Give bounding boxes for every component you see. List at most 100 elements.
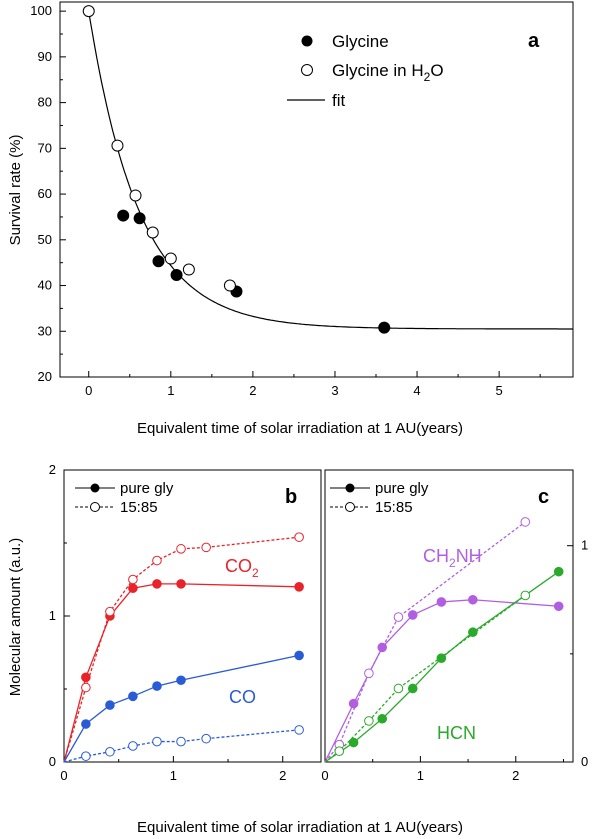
panel-a-xtick-label: 4 — [413, 383, 420, 398]
panel-b-series-point — [81, 719, 91, 729]
glycine-h2o-point — [182, 263, 195, 276]
panel-a-xtick-label: 0 — [85, 383, 92, 398]
panel-b-legend-dashed-label: 15:85 — [120, 499, 158, 516]
panel-c-ticks: 0 1 2 0 1 — [321, 538, 588, 783]
panel-c-series-point — [468, 594, 478, 605]
panel-c-series-point — [436, 653, 447, 663]
panel-a-ytick-label: 80 — [38, 95, 52, 110]
annotation-hcn: HCN — [437, 723, 476, 743]
panel-c-series-point — [348, 698, 359, 709]
panel-a-ytick-label: 60 — [38, 186, 52, 201]
panel-b-series-point — [176, 736, 186, 747]
annotation-co: CO — [229, 687, 256, 707]
glycine-point — [378, 321, 391, 334]
panel-b-legend-solid-marker — [90, 483, 100, 493]
panel-c-ytick-label: 0 — [581, 754, 588, 769]
panel-b: 0 1 2 0 1 2 b pure gly 15:85 CO2 CO Molecular… — [7, 462, 322, 783]
panel-c-series-point — [348, 737, 359, 748]
glycine-point — [133, 212, 146, 225]
annotation-co2: CO2 — [225, 556, 259, 580]
panel-b-series-point — [152, 579, 162, 589]
panel-c-frame — [324, 469, 574, 763]
panel-b-series-point — [81, 751, 91, 761]
panel-c-xtick-label: 2 — [512, 768, 519, 783]
panel-c-series-point — [520, 590, 531, 601]
panel-a-xtick-label: 3 — [331, 383, 338, 398]
panel-a-frame — [59, 1, 574, 378]
panel-b-series-point — [294, 582, 304, 592]
panel-b-series-point — [81, 682, 91, 693]
panel-b-xtick-label: 0 — [60, 768, 67, 783]
panel-a-ytick-label: 20 — [38, 369, 52, 384]
glycine-h2o-point — [82, 5, 95, 18]
panel-a: 0 1 2 3 4 5 20 30 40 50 60 70 80 90 100 a Glycine Glyc… — [7, 1, 574, 437]
panel-c-lines — [324, 517, 564, 763]
panel-a-xlabel: Equivalent time of solar irradiation at … — [137, 420, 463, 437]
panel-b-series-point — [128, 574, 138, 585]
panel-b-xtick-label: 2 — [279, 768, 286, 783]
panel-a-ytick-label: 90 — [38, 49, 52, 64]
panel-c-series-point — [364, 668, 374, 679]
panel-b-series-point — [294, 725, 304, 735]
panel-c-series-point — [334, 746, 345, 756]
annotation-ch2nh: CH2NH — [423, 546, 482, 570]
glycine-point — [152, 255, 165, 268]
panel-b-series-point — [152, 681, 162, 691]
glycine-h2o-point — [164, 252, 177, 265]
panel-c-series-point — [393, 612, 404, 622]
glycine-h2o-point — [129, 189, 142, 202]
panel-c-legend-dashed-label: 15:85 — [375, 499, 413, 516]
panel-c-legend-solid-label: pure gly — [375, 480, 429, 497]
panel-b-ytick-label: 0 — [49, 754, 56, 769]
panel-b-series-line — [63, 583, 300, 763]
panel-c-ytick-label: 1 — [581, 538, 588, 553]
panel-b-series-point — [152, 555, 162, 566]
panel-b-series-point — [128, 691, 138, 702]
panel-c-series-point — [393, 683, 404, 694]
panel-a-ytick-label: 30 — [38, 323, 52, 338]
panel-b-legend-solid-label: pure gly — [120, 480, 174, 497]
panel-c-legend-dashed-marker — [345, 502, 355, 512]
legend-fit-label: fit — [332, 91, 346, 110]
glycine-h2o-point — [223, 279, 236, 292]
panel-b-ticks: 0 1 2 0 1 2 — [49, 462, 287, 783]
panel-b-series-point — [176, 544, 186, 554]
panel-c-series-point — [407, 610, 418, 620]
panel-b-ytick-label: 1 — [49, 608, 56, 623]
panel-b-series-point — [105, 606, 115, 617]
panel-c-series-point — [436, 597, 447, 607]
panel-a-xtick-label: 2 — [249, 383, 256, 398]
panel-a-ytick-label: 40 — [38, 278, 52, 293]
panel-a-xtick-label: 5 — [496, 383, 503, 398]
panel-b-series-point — [81, 672, 91, 683]
panel-c-series-line — [324, 594, 526, 763]
panel-b-ytick-label: 2 — [49, 462, 56, 477]
panel-a-fit — [88, 11, 573, 330]
panel-b-frame — [63, 469, 322, 763]
panel-b-lines — [63, 532, 304, 763]
fit-curve — [88, 11, 573, 330]
panel-a-points — [82, 5, 391, 334]
panel-b-series-point — [176, 675, 186, 686]
panel-a-xtick-label: 1 — [167, 383, 174, 398]
legend-glycine-marker — [301, 35, 313, 47]
panel-a-ytick-label: 70 — [38, 140, 52, 155]
panel-b-series-point — [105, 700, 115, 710]
panel-b-series-point — [105, 746, 115, 757]
glycine-point — [170, 269, 183, 282]
legend-glycine-label: Glycine — [332, 32, 389, 51]
panel-c-series-point — [364, 716, 374, 726]
panel-c-series-point — [520, 517, 531, 527]
panel-a-ytick-label: 50 — [38, 232, 52, 247]
glycine-h2o-point — [111, 139, 124, 152]
panel-b-ylabel: Molecular amount (a.u.) — [7, 538, 24, 696]
panel-c-series-line — [324, 521, 526, 763]
panel-c-series-point — [377, 642, 388, 653]
panel-b-series-line — [63, 536, 300, 763]
panel-b-series-point — [128, 741, 138, 751]
legend-glycine-h2o-marker — [301, 64, 313, 76]
glycine-h2o-point — [146, 226, 159, 239]
bottom-xlabel: Equivalent time of solar irradiation at … — [137, 819, 463, 836]
panel-c-series-point — [377, 713, 388, 724]
